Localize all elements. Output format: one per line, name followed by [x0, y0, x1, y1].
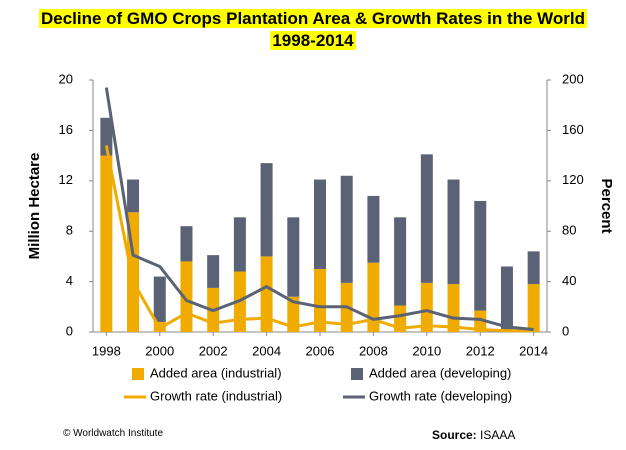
title-line: 1998-2014 — [0, 31, 626, 51]
bar — [420, 154, 433, 283]
legend-label: Added area (developing) — [369, 365, 511, 380]
y2-tick-label: 200 — [562, 71, 584, 86]
bar — [447, 179, 460, 285]
y2-tick-label: 80 — [562, 223, 576, 238]
chart-subtitle: 1998-2014 — [270, 31, 356, 50]
bar — [314, 269, 326, 332]
x-tick-label: 2004 — [252, 343, 281, 358]
bar — [394, 305, 407, 332]
chart-title: Decline of GMO Crops Plantation Area & G… — [38, 9, 588, 28]
bar — [394, 217, 407, 306]
bar — [527, 251, 540, 285]
bar — [447, 284, 460, 332]
bar — [367, 195, 380, 263]
bar — [100, 117, 113, 156]
title-line: Decline of GMO Crops Plantation Area & G… — [0, 9, 626, 29]
legend-swatch — [132, 368, 144, 380]
source-value: ISAAA — [480, 428, 516, 442]
line — [104, 145, 534, 333]
x-tick-label: 1998 — [92, 343, 121, 358]
bar — [474, 310, 487, 332]
line — [104, 87, 534, 331]
bar — [474, 200, 487, 311]
x-tick-label: 2014 — [519, 343, 548, 358]
x-tick-label: 2012 — [466, 343, 495, 358]
x-tick-label: 2008 — [359, 343, 388, 358]
bar — [527, 284, 540, 332]
x-tick-label: 2000 — [145, 343, 174, 358]
bar — [153, 276, 166, 322]
y2-tick-label: 120 — [562, 172, 584, 187]
y-tick-label: 4 — [66, 273, 73, 288]
y-tick-label: 16 — [59, 122, 73, 137]
bar — [367, 262, 380, 332]
bar — [340, 175, 353, 283]
bar — [233, 217, 246, 272]
source-label: Source: — [432, 428, 477, 442]
legend-swatch — [351, 368, 363, 380]
bar — [420, 282, 433, 332]
y-tick-label: 0 — [66, 323, 73, 338]
y-axis-label: Million Hectare — [26, 153, 43, 260]
bar — [100, 155, 113, 332]
source: Source: ISAAA — [432, 428, 515, 442]
x-tick-label: 2002 — [199, 343, 228, 358]
chart: Million Hectare Percent 0481216200408012… — [26, 71, 615, 403]
y-tick-label: 8 — [66, 223, 73, 238]
bar — [207, 255, 220, 288]
bar — [260, 256, 273, 332]
credit: © Worldwatch Institute — [63, 428, 163, 439]
y-tick-label: 12 — [59, 172, 73, 187]
bar — [314, 179, 326, 269]
y2-tick-label: 160 — [562, 122, 584, 137]
bar — [287, 296, 300, 332]
bar — [180, 226, 193, 262]
bar — [287, 217, 300, 297]
legend-label: Growth rate (developing) — [369, 388, 512, 403]
y2-tick-label: 0 — [562, 323, 569, 338]
legend-label: Added area (industrial) — [150, 365, 282, 380]
y-tick-label: 20 — [59, 71, 73, 86]
bar — [127, 179, 140, 213]
bar — [500, 266, 513, 330]
x-tick-label: 2010 — [412, 343, 441, 358]
y2-tick-label: 40 — [562, 273, 576, 288]
bar — [260, 163, 273, 257]
legend-label: Growth rate (industrial) — [150, 388, 282, 403]
y2-axis-label: Percent — [598, 178, 615, 233]
x-tick-label: 2006 — [306, 343, 335, 358]
